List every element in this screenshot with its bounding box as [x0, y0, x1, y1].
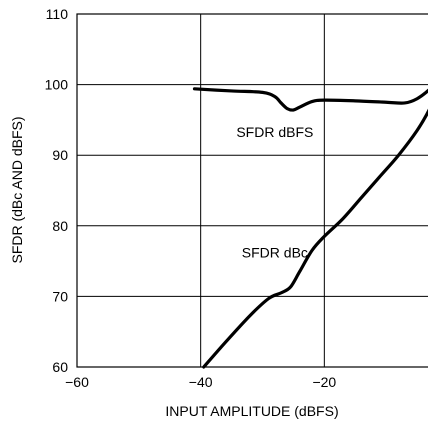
y-tick-label: 100	[45, 77, 69, 93]
x-tick-label: −60	[65, 374, 89, 390]
plot-frame	[76, 13, 428, 368]
series-lines	[192, 87, 428, 369]
series-line-sfdr-dbfs	[192, 87, 428, 112]
series-labels: SFDR dBFS SFDR dBc	[236, 124, 313, 261]
y-tick-label: 110	[46, 6, 69, 22]
y-tick-label: 70	[52, 288, 68, 304]
x-tick-label: −40	[189, 374, 213, 390]
x-tick-labels: −60−40−200	[65, 374, 336, 390]
y-axis-label: SFDR (dBc AND dBFS)	[9, 116, 25, 263]
y-tick-label: 80	[52, 218, 68, 234]
series-line-sfdr-dbc	[202, 108, 428, 369]
y-tick-label: 60	[52, 359, 68, 375]
x-tick-label: −20	[312, 374, 336, 390]
series-label-sfdr-dbfs: SFDR dBFS	[236, 124, 313, 140]
x-axis-label: INPUT AMPLITUDE (dBFS)	[165, 403, 338, 419]
series-label-sfdr-dbc: SFDR dBc	[242, 245, 308, 261]
y-tick-label: 90	[52, 147, 68, 163]
y-tick-labels: 60 70 80 90 100 110	[45, 6, 69, 375]
